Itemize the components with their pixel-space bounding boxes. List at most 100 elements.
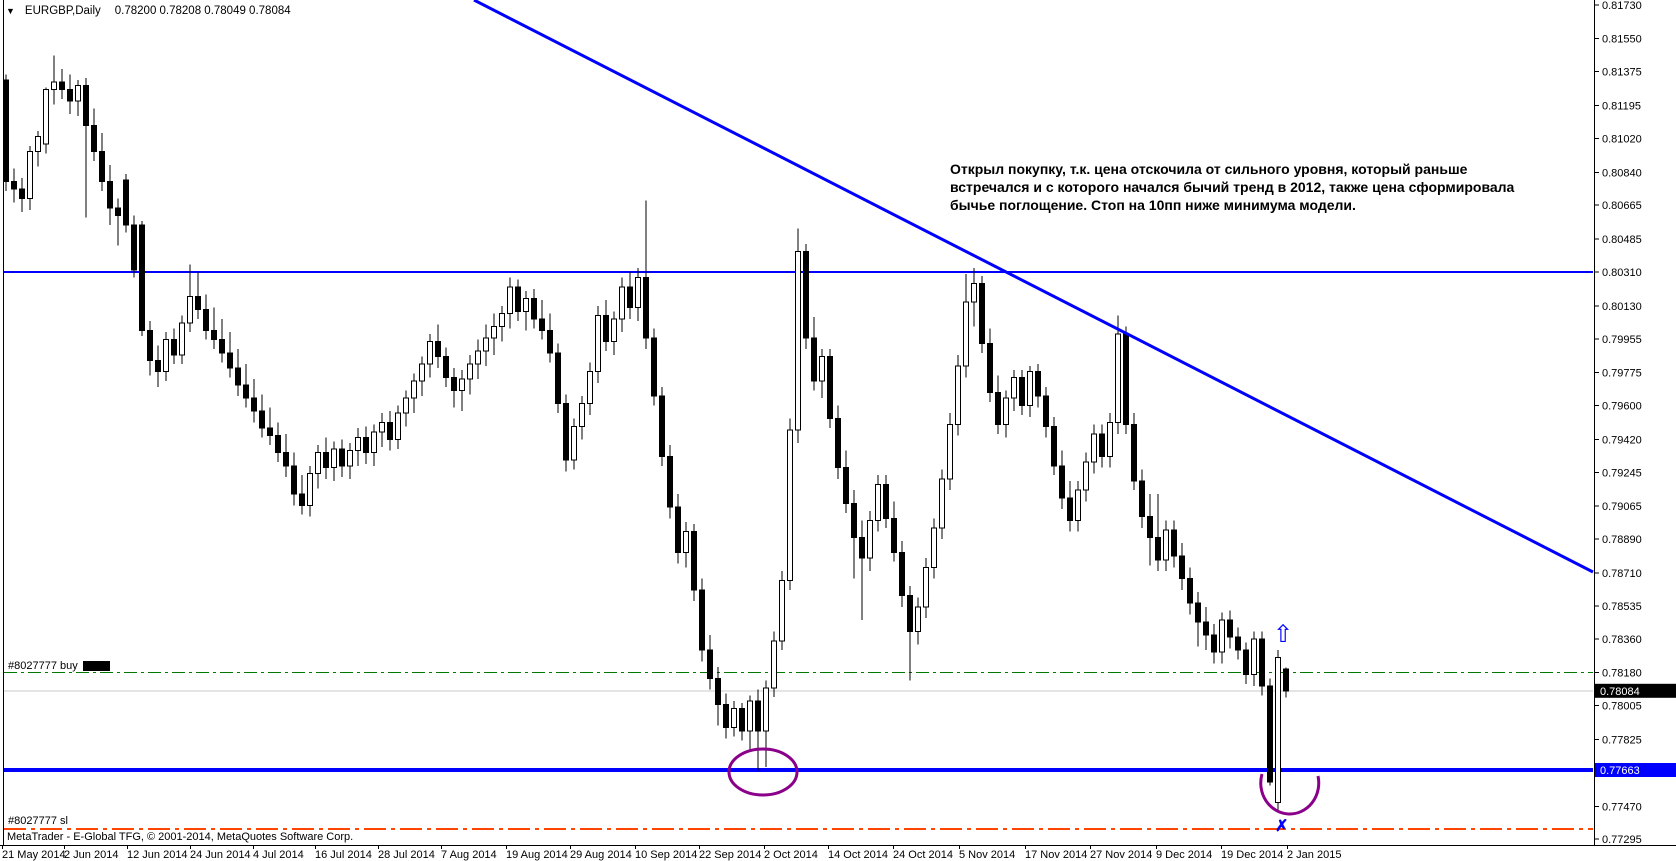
stop-loss-label: #8027777 sl xyxy=(8,815,68,827)
candle-body xyxy=(707,649,713,679)
time-tick-label: 9 Dec 2014 xyxy=(1156,849,1212,861)
buy-arrow-icon: ⇧ xyxy=(1273,621,1293,648)
support-price-box-value: 0.77663 xyxy=(1600,765,1640,777)
candle-body xyxy=(1235,636,1241,651)
candle-body xyxy=(1259,638,1265,687)
candle-body xyxy=(611,318,617,343)
price-tick-label: 0.78005 xyxy=(1602,701,1642,713)
candle-body xyxy=(787,429,793,582)
candle-body xyxy=(1035,371,1041,397)
candle-body xyxy=(1139,480,1145,518)
time-tick-label: 29 Aug 2014 xyxy=(570,849,632,861)
buy-order-text: #8027777 buy xyxy=(8,660,78,672)
candle-body xyxy=(235,367,241,386)
candle-body xyxy=(1147,516,1153,538)
candle-body xyxy=(1267,685,1273,783)
price-tick-label: 0.80485 xyxy=(1602,234,1642,246)
candle-body xyxy=(243,384,249,399)
stop-cross-icon: ✗ xyxy=(1275,818,1288,835)
ohlc-values: 0.78200 0.78208 0.78049 0.78084 xyxy=(114,5,291,17)
candle-body xyxy=(619,286,625,320)
candle-body xyxy=(467,363,473,380)
candle-body xyxy=(947,423,953,480)
candle-body xyxy=(1195,602,1201,623)
candle-body xyxy=(779,580,785,642)
price-tick-label: 0.81020 xyxy=(1602,133,1642,145)
candle-body xyxy=(395,412,401,440)
candle-body xyxy=(747,700,753,732)
candle-body xyxy=(699,589,705,651)
price-tick-label: 0.79955 xyxy=(1602,334,1642,346)
descending-trendline[interactable] xyxy=(473,0,1594,574)
candle-body xyxy=(931,527,937,568)
candle-body xyxy=(1115,333,1121,424)
candle-body xyxy=(1011,376,1017,399)
price-tick-label: 0.80665 xyxy=(1602,200,1642,212)
price-tick-label: 0.79245 xyxy=(1602,467,1642,479)
candle-body xyxy=(131,224,137,271)
candle-body xyxy=(3,79,9,183)
candle-body xyxy=(11,181,17,190)
candle-body xyxy=(811,337,817,382)
candle-body xyxy=(675,506,681,553)
price-tick-label: 0.78180 xyxy=(1602,668,1642,680)
candle-body xyxy=(1051,425,1057,467)
candle-body xyxy=(107,181,113,209)
candle-body xyxy=(515,286,521,313)
candle-body xyxy=(1227,619,1233,638)
candle-body xyxy=(851,502,857,538)
candle-body xyxy=(1123,333,1129,425)
candle-body xyxy=(795,250,801,431)
candle-body xyxy=(915,606,921,632)
candle-body xyxy=(843,467,849,504)
price-tick-label: 0.81550 xyxy=(1602,34,1642,46)
candle-body xyxy=(59,81,65,91)
candle-body xyxy=(491,326,497,339)
candle-body xyxy=(75,85,81,102)
price-tick-label: 0.79600 xyxy=(1602,401,1642,413)
candle-body xyxy=(1219,619,1225,653)
candle-body xyxy=(643,277,649,339)
candle-body xyxy=(27,151,33,200)
candle-body xyxy=(315,452,321,474)
candle-body xyxy=(899,551,905,597)
candle-body xyxy=(363,437,369,454)
candle-body xyxy=(435,341,441,358)
candle-body xyxy=(307,472,313,506)
candle-body xyxy=(51,81,57,91)
candle-body xyxy=(627,286,633,309)
arc-december-low[interactable] xyxy=(1259,773,1321,816)
candle-body xyxy=(763,687,769,732)
candle-body xyxy=(379,422,385,433)
symbol-dropdown-icon[interactable]: ▼ xyxy=(6,6,15,16)
candle-body xyxy=(691,531,697,591)
candle-body xyxy=(67,89,73,102)
candle-body xyxy=(739,707,745,732)
candle-body xyxy=(803,250,809,339)
price-tick-label: 0.79775 xyxy=(1602,368,1642,380)
candle-body xyxy=(139,224,145,331)
time-tick-label: 19 Aug 2014 xyxy=(506,849,568,861)
candle-body xyxy=(715,677,721,706)
price-tick-label: 0.77470 xyxy=(1602,801,1642,813)
trade-annotation-line: Открыл покупку, т.к. цена отскочила от с… xyxy=(950,161,1468,177)
candle-body xyxy=(963,301,969,367)
candle-body xyxy=(331,448,337,469)
candle-body xyxy=(483,337,489,352)
price-tick-label: 0.81730 xyxy=(1602,0,1642,12)
candle-body xyxy=(683,531,689,553)
candle-body xyxy=(355,437,361,452)
candle-body xyxy=(835,418,841,469)
candle-body xyxy=(603,314,609,343)
price-tick-label: 0.80840 xyxy=(1602,167,1642,179)
candle-body xyxy=(875,484,881,521)
candle-body xyxy=(411,380,417,399)
time-tick-label: 19 Dec 2014 xyxy=(1221,849,1283,861)
ellipse-october-low[interactable] xyxy=(727,747,799,797)
candle-body xyxy=(323,452,329,469)
candle-body xyxy=(1203,621,1209,636)
candle-body xyxy=(123,179,129,226)
candle-body xyxy=(1083,461,1089,491)
